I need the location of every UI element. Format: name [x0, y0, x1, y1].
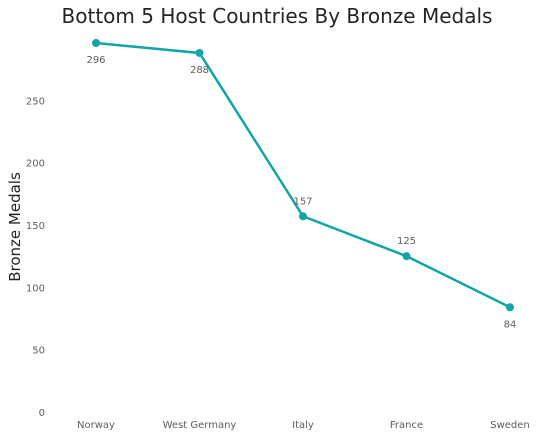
y-tick-label: 150	[26, 221, 45, 232]
series-line	[95, 41, 511, 309]
x-axis-ticks: Norway West Germany Italy France Sweden	[77, 420, 530, 431]
data-label: 157	[293, 196, 312, 207]
data-points	[92, 38, 514, 312]
y-tick-label: 200	[26, 159, 45, 170]
y-tick-label: 100	[26, 283, 45, 294]
data-labels: 296 288 157 125 84	[86, 55, 516, 330]
y-tick-label: 50	[32, 346, 45, 357]
data-point	[195, 48, 204, 57]
data-point	[506, 303, 514, 312]
y-axis-ticks: 0 50 100 150 200 250	[26, 96, 45, 419]
data-point	[299, 212, 307, 221]
y-tick-label: 0	[39, 408, 45, 419]
y-tick-label: 250	[26, 96, 45, 107]
data-point	[402, 252, 411, 261]
data-point	[92, 38, 100, 47]
data-label: 125	[397, 236, 416, 247]
data-label: 288	[190, 65, 209, 76]
x-tick-label: Norway	[77, 420, 115, 431]
y-axis-label: Bronze Medals	[6, 172, 24, 282]
data-label: 84	[504, 319, 517, 330]
data-label: 296	[86, 55, 105, 66]
x-tick-label: West Germany	[163, 420, 237, 431]
x-tick-label: Sweden	[490, 420, 530, 431]
x-tick-label: France	[390, 420, 423, 431]
chart-title: Bottom 5 Host Countries By Bronze Medals	[61, 4, 493, 28]
x-tick-label: Italy	[292, 420, 314, 431]
